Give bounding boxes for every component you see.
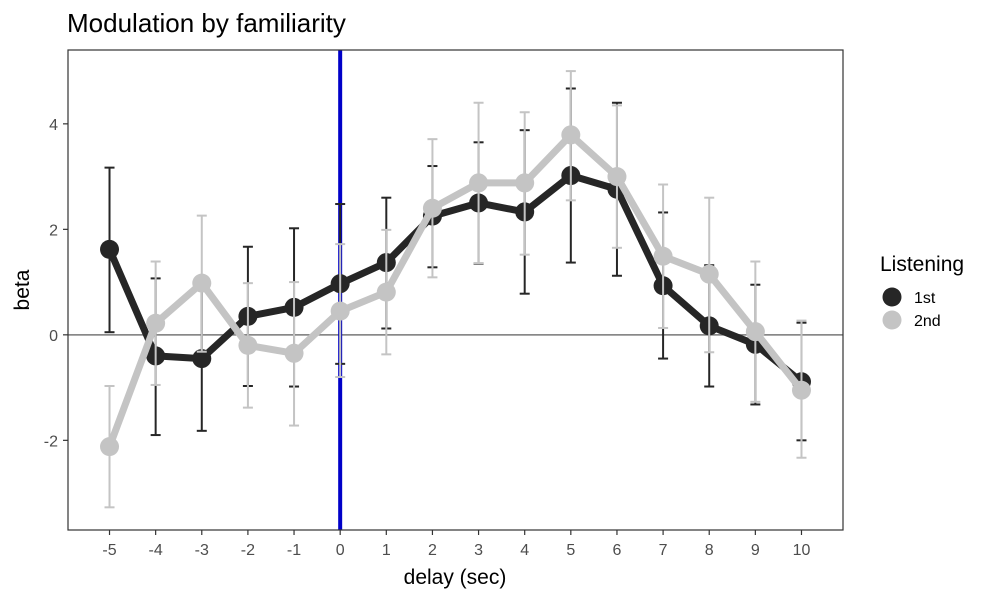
legend-label-2nd: 2nd: [914, 313, 941, 330]
data-point-1st--5: [100, 239, 120, 259]
data-point-2nd-7: [653, 246, 673, 266]
x-tick-label: 2: [428, 542, 437, 559]
data-point-2nd-2: [422, 198, 442, 218]
data-point-2nd-8: [699, 264, 719, 284]
x-tick-label: 9: [751, 542, 760, 559]
data-point-2nd-4: [515, 173, 535, 193]
data-point-2nd-9: [745, 322, 765, 342]
data-point-2nd--3: [192, 273, 212, 293]
data-point-2nd-1: [376, 282, 396, 302]
data-point-2nd--2: [238, 335, 258, 355]
x-tick-label: 0: [336, 542, 345, 559]
legend-title: Listening: [880, 253, 964, 276]
chart-title: Modulation by familiarity: [67, 8, 346, 38]
legend: Listening 1st 2nd: [880, 253, 964, 330]
panel-border: [67, 49, 844, 531]
x-tick-label: 1: [382, 542, 391, 559]
x-tick-label: -1: [287, 542, 301, 559]
data-point-2nd--5: [100, 437, 120, 457]
x-tick-label: -5: [102, 542, 116, 559]
series-line-1st: [106, 172, 805, 386]
x-tick-label: 10: [793, 542, 811, 559]
data-point-2nd--1: [284, 343, 304, 363]
y-tick-label: -2: [44, 433, 58, 450]
y-tick-label: 4: [49, 117, 58, 134]
series-2nd: [100, 70, 811, 509]
y-tick-label: 0: [49, 328, 58, 345]
x-tick-label: -3: [195, 542, 209, 559]
x-tick-label: 6: [613, 542, 622, 559]
x-tick-label: -4: [149, 542, 163, 559]
data-point-2nd-5: [561, 125, 581, 145]
data-point-2nd-6: [607, 167, 627, 187]
legend-label-1st: 1st: [914, 290, 936, 307]
plot-area: -5 -4 -3 -2 -1 0 1 2 3 4 5 6 7 8 9 10 -2 0 2 4: [44, 49, 844, 559]
data-point-2nd-0: [330, 301, 350, 321]
data-point-2nd--4: [146, 313, 166, 333]
data-point-2nd-3: [469, 173, 489, 193]
x-tick-label: 7: [659, 542, 668, 559]
y-tick-label: 2: [49, 222, 58, 239]
series-line-2nd: [106, 131, 805, 451]
x-tick-label: 8: [705, 542, 714, 559]
x-tick-label: 3: [474, 542, 483, 559]
legend-swatch-2nd: [882, 310, 902, 330]
x-tick-label: 4: [520, 542, 529, 559]
series-1st: [100, 87, 811, 442]
y-axis-title: beta: [11, 269, 34, 310]
x-tick-label: 5: [566, 542, 575, 559]
x-tick-label: -2: [241, 542, 255, 559]
data-point-2nd-10: [791, 380, 811, 400]
data-point-1st--3: [192, 349, 212, 369]
x-axis-title: delay (sec): [404, 566, 507, 589]
legend-swatch-1st: [882, 287, 902, 307]
